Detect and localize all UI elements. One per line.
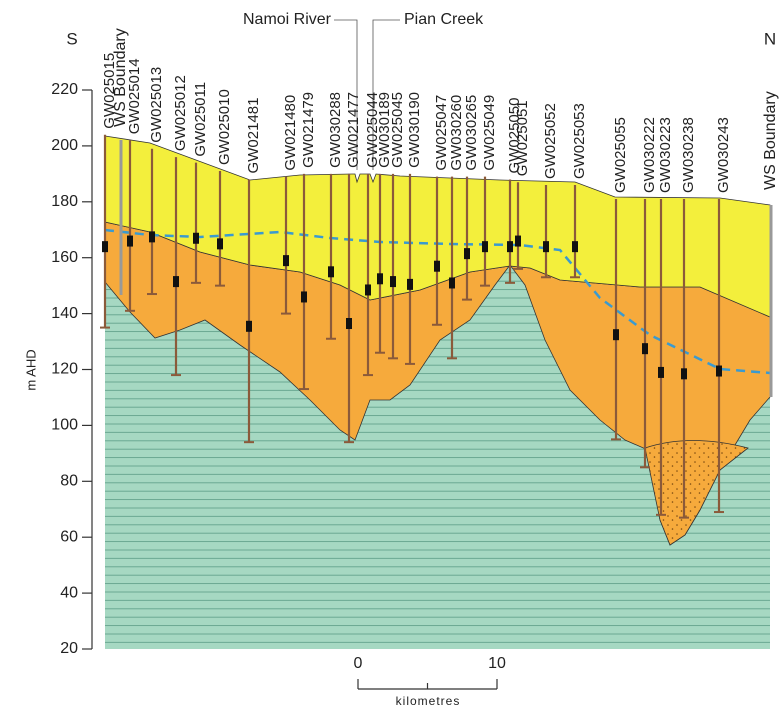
annotation: Pian Creek <box>404 11 484 28</box>
bore-label: GW025014 <box>126 58 143 134</box>
screen <box>716 366 722 377</box>
scale-label: kilometres <box>396 694 461 708</box>
screen <box>246 321 252 332</box>
scale-tick-label: 0 <box>354 655 363 672</box>
south-label: S <box>66 29 77 48</box>
bore-label: GW030190 <box>406 92 423 168</box>
screen <box>390 276 396 287</box>
screen <box>658 367 664 378</box>
bore-label: GW025010 <box>216 89 233 165</box>
cross-section: m AHD S N WS Boundary WS Boundary Namoi … <box>0 0 780 711</box>
boundary-label: WS Boundary <box>762 91 779 190</box>
bore-label: GW025011 <box>192 82 209 157</box>
screen <box>283 255 289 266</box>
y-tick-label: 20 <box>60 640 78 657</box>
screen <box>102 241 108 252</box>
bore-label: GW025013 <box>148 67 165 143</box>
bore-label: GW030223 <box>657 117 674 193</box>
screen <box>515 236 521 247</box>
bore-label: GW030243 <box>715 117 732 193</box>
bore-label: GW021477 <box>345 92 362 168</box>
bore-label: GW021480 <box>282 95 299 171</box>
bore-label: GW030265 <box>463 95 480 171</box>
y-tick-label: 120 <box>51 361 78 378</box>
screen <box>613 329 619 340</box>
y-tick-label: 140 <box>51 305 78 322</box>
screen <box>328 266 334 277</box>
screen <box>193 233 199 244</box>
y-tick-label: 80 <box>60 473 78 490</box>
screen <box>127 236 133 247</box>
bore-label: GW021479 <box>300 92 317 168</box>
screen <box>346 318 352 329</box>
y-tick-label: 100 <box>51 417 78 434</box>
bore-label: GW025015 <box>101 53 118 129</box>
screen <box>464 248 470 259</box>
screen <box>681 368 687 379</box>
screen <box>365 284 371 295</box>
bore-label: GW025052 <box>542 103 559 179</box>
screen <box>217 238 223 249</box>
y-tick-label: 180 <box>51 193 78 210</box>
y-tick-label: 220 <box>51 81 78 98</box>
bore-label: GW030288 <box>327 92 344 168</box>
bore-label: GW021481 <box>245 98 262 174</box>
screen <box>449 277 455 288</box>
y-tick-label: 160 <box>51 249 78 266</box>
bore-label: GW025053 <box>571 103 588 179</box>
screen <box>377 273 383 284</box>
screen <box>543 241 549 252</box>
bore-label: GW025049 <box>481 95 498 171</box>
y-tick-label: 200 <box>51 137 78 154</box>
bore-label: GW025045 <box>389 92 406 168</box>
screen <box>482 241 488 252</box>
screen <box>642 343 648 354</box>
y-tick-label: 60 <box>60 528 78 545</box>
screen <box>301 291 307 302</box>
screen <box>149 231 155 242</box>
scale-tick-label: 10 <box>488 655 506 672</box>
bore-label: GW030222 <box>641 117 658 193</box>
bore-label: GW030238 <box>680 117 697 193</box>
y-axis-label: m AHD <box>23 349 38 390</box>
bore-label: GW025012 <box>172 75 189 151</box>
annotation: Namoi River <box>243 11 332 28</box>
screen <box>173 276 179 287</box>
screen <box>572 241 578 252</box>
screen <box>407 279 413 290</box>
north-label: N <box>764 29 776 48</box>
screen <box>507 241 513 252</box>
y-tick-label: 40 <box>60 584 78 601</box>
bore-label: GW025051 <box>514 100 531 176</box>
bore-label: GW025055 <box>612 117 629 193</box>
screen <box>434 261 440 272</box>
